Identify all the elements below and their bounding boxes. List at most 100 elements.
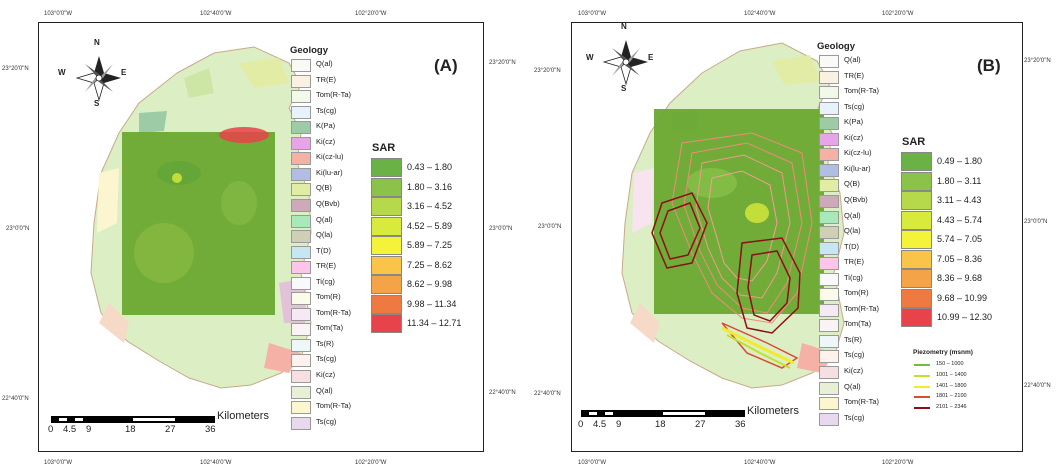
lat-tick-right: 23°20'0"N bbox=[1024, 58, 1051, 64]
scale-label: 27 bbox=[695, 419, 706, 430]
sar-class-swatch bbox=[901, 288, 932, 308]
geology-item-label: Q(B) bbox=[316, 183, 332, 193]
piezometry-contour bbox=[683, 142, 803, 314]
piezometry-line-swatch bbox=[914, 396, 930, 399]
geology-swatch bbox=[819, 226, 839, 240]
geology-swatch bbox=[291, 416, 311, 430]
geology-swatch bbox=[819, 272, 839, 286]
geology-item-label: Ki(cz) bbox=[844, 366, 864, 375]
geology-swatch bbox=[819, 210, 839, 224]
geology-item-label: TR(E) bbox=[844, 257, 864, 267]
scale-label: 4.5 bbox=[593, 419, 607, 430]
geology-swatch bbox=[819, 117, 839, 131]
sar-class-label: 8.62 – 9.98 bbox=[407, 279, 453, 290]
geology-item-label: Tom(R-Ta) bbox=[316, 307, 351, 317]
sar-class-label: 1.80 – 3.16 bbox=[407, 181, 453, 192]
sar-class-label: 3.11 – 4.43 bbox=[937, 195, 982, 206]
geology-item-label: T(D) bbox=[844, 241, 859, 251]
sar-class-label: 1.80 – 3.11 bbox=[937, 175, 982, 186]
geology-item-label: Ts(R) bbox=[316, 338, 334, 348]
lon-tick-top: 102°40'0"W bbox=[200, 11, 232, 17]
geology-swatch bbox=[819, 257, 839, 271]
geology-item-label: Q(al) bbox=[844, 55, 861, 64]
piezometry-contour bbox=[707, 170, 778, 282]
geology-item-label: Q(Bvb) bbox=[844, 194, 868, 204]
lon-tick-bottom: 102°20'0"W bbox=[882, 460, 914, 466]
geology-item-label: Ts(cg) bbox=[316, 354, 337, 364]
map-canvas bbox=[75, 46, 312, 389]
west-label: W bbox=[586, 53, 594, 62]
geology-swatch bbox=[819, 241, 839, 255]
geology-swatch bbox=[819, 163, 839, 177]
sar-class-label: 8.36 – 9.68 bbox=[937, 273, 983, 284]
sar-legend-title: SAR bbox=[902, 136, 926, 148]
scale-unit: Kilometers bbox=[747, 405, 799, 417]
geology-swatch bbox=[291, 198, 311, 212]
north-arrow-icon bbox=[75, 56, 121, 102]
map-panel-b: 103°0'0"W 102°40'0"W 102°20'0"W 103°0'0"… bbox=[532, 0, 1064, 472]
geology-item-label: Q(la) bbox=[844, 226, 861, 236]
sar-raster-zone bbox=[221, 181, 257, 225]
scale-label: 4.5 bbox=[63, 424, 77, 435]
sar-raster-zone bbox=[687, 168, 737, 198]
scale-label: 0 bbox=[48, 424, 54, 435]
geology-unit bbox=[630, 303, 660, 343]
piezometry-line-swatch bbox=[914, 407, 930, 410]
geology-swatch bbox=[291, 245, 311, 259]
scale-label: 36 bbox=[735, 419, 746, 430]
sar-raster-zone bbox=[134, 223, 194, 283]
lat-tick-left: 22°40'0"N bbox=[534, 391, 561, 397]
scale-label: 0 bbox=[578, 419, 584, 430]
piezometry-contour bbox=[726, 334, 791, 369]
geology-swatch bbox=[291, 401, 311, 415]
geology-swatch bbox=[291, 307, 311, 321]
north-label: N bbox=[621, 22, 627, 31]
geology-item-label: K(Pa) bbox=[844, 117, 864, 127]
lon-tick-bottom: 103°0'0"W bbox=[44, 460, 73, 466]
geology-unit bbox=[772, 55, 820, 85]
geology-swatch bbox=[819, 148, 839, 162]
geology-item-label: TR(E) bbox=[844, 70, 864, 80]
sar-class-swatch bbox=[371, 255, 402, 275]
scale-bar-segment bbox=[75, 418, 83, 421]
geology-unit bbox=[184, 68, 214, 98]
geology-item-label: Ki(cz) bbox=[844, 132, 864, 142]
geology-unit bbox=[139, 111, 167, 133]
map-panel-a: 103°0'0"W 102°40'0"W 102°20'0"W 103°0'0"… bbox=[0, 0, 522, 472]
sar-legend-title: SAR bbox=[372, 142, 396, 154]
piezometry-line-swatch bbox=[914, 385, 930, 388]
geology-swatch bbox=[291, 323, 311, 337]
piezometry-contour bbox=[736, 237, 801, 334]
geology-item-label: Q(al) bbox=[844, 381, 861, 391]
sar-class-label: 7.25 – 8.62 bbox=[407, 259, 453, 270]
geology-swatch bbox=[819, 179, 839, 193]
sar-class-label: 7.05 – 8.36 bbox=[937, 253, 983, 264]
geology-item-label: Tom(R-Ta) bbox=[844, 397, 879, 407]
scale-bar-segment bbox=[663, 412, 705, 415]
north-label: N bbox=[94, 38, 100, 47]
sar-class-swatch bbox=[371, 158, 402, 177]
geology-swatch bbox=[819, 412, 839, 426]
geology-item-label: Q(al) bbox=[316, 385, 333, 395]
geology-item-label: Tom(Ta) bbox=[316, 323, 344, 333]
geology-legend-title: Geology bbox=[817, 41, 856, 52]
panel-label: (B) bbox=[977, 56, 1001, 75]
geology-swatch bbox=[291, 152, 311, 166]
map-canvas bbox=[602, 40, 845, 389]
geology-swatch bbox=[819, 334, 839, 348]
geology-item-label: Ki(cz-lu) bbox=[316, 152, 344, 162]
piezometry-class-label: 1001 – 1400 bbox=[936, 371, 967, 378]
sar-class-swatch bbox=[371, 294, 402, 314]
geology-item-label: Ti(cg) bbox=[844, 272, 863, 282]
panel-label: (A) bbox=[434, 56, 458, 75]
geology-item-label: Tom(R-Ta) bbox=[316, 401, 351, 411]
lon-tick-bottom: 103°0'0"W bbox=[578, 460, 607, 466]
lon-tick-bottom: 102°20'0"W bbox=[355, 460, 387, 466]
geology-swatch bbox=[819, 319, 839, 333]
geology-item-label: Ts(cg) bbox=[844, 350, 865, 360]
sar-class-label: 5.89 – 7.25 bbox=[407, 240, 453, 251]
sar-class-label: 9.68 – 10.99 bbox=[937, 292, 988, 303]
sar-class-swatch bbox=[371, 236, 402, 256]
geology-item-label: T(D) bbox=[316, 245, 331, 255]
geology-item-label: Q(B) bbox=[844, 179, 860, 189]
